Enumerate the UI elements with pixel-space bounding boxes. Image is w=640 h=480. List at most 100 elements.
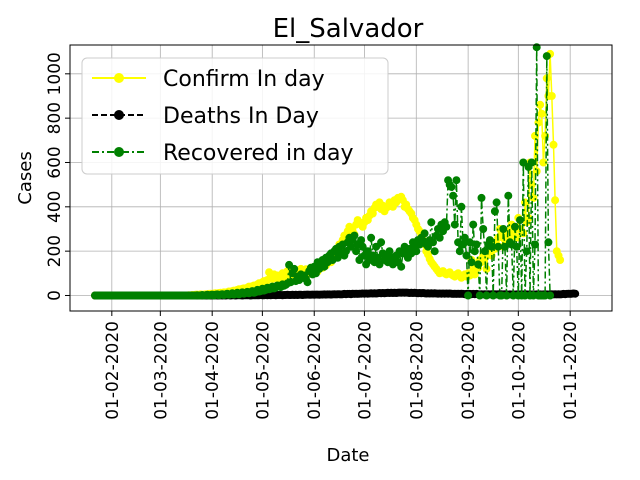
data-point	[571, 289, 580, 298]
data-point	[470, 270, 479, 279]
y-tick-label: 400	[45, 191, 65, 223]
data-point	[536, 100, 545, 109]
x-axis-label: Date	[326, 445, 369, 466]
data-point	[449, 191, 458, 200]
series-layer	[91, 43, 580, 300]
data-point	[527, 180, 536, 189]
data-point	[494, 242, 503, 251]
data-point	[480, 247, 489, 256]
legend: Confirm In day Deaths In Day Recovered in …	[81, 57, 389, 175]
data-point	[350, 231, 359, 240]
x-tick-label: 01-08-2020	[407, 321, 427, 420]
data-point	[504, 191, 513, 200]
data-point	[477, 193, 486, 202]
x-tick-label: 01-09-2020	[459, 321, 479, 420]
x-tick-label: 01-10-2020	[509, 321, 529, 420]
data-point	[435, 233, 444, 242]
data-point	[442, 222, 451, 231]
data-point	[499, 225, 508, 233]
data-point	[479, 225, 488, 233]
data-point	[367, 233, 376, 242]
data-point	[531, 240, 539, 249]
y-tick-label: 1000	[45, 52, 65, 95]
x-tick-label: 01-04-2020	[203, 321, 223, 420]
data-point	[489, 291, 498, 300]
data-point	[502, 291, 511, 300]
data-point	[482, 291, 491, 300]
data-point	[357, 236, 366, 245]
chart-title: El_Salvador	[273, 14, 424, 44]
data-point	[452, 176, 461, 185]
data-point	[412, 247, 421, 256]
data-point	[429, 238, 437, 247]
legend-entries: Confirm In day Deaths In Day Recovered in …	[92, 67, 354, 166]
data-point	[547, 92, 556, 100]
x-tick-label: 01-07-2020	[355, 321, 375, 420]
data-point	[532, 167, 541, 176]
data-point	[465, 238, 474, 247]
data-point	[482, 264, 491, 273]
data-point	[450, 220, 459, 229]
legend-label: Confirm In day	[163, 67, 325, 92]
data-point	[455, 247, 464, 256]
data-point	[459, 240, 468, 249]
data-point	[549, 140, 558, 149]
x-tick-label: 01-05-2020	[253, 321, 273, 420]
data-point	[542, 52, 551, 61]
x-tick-label: 01-03-2020	[151, 321, 171, 420]
y-tick-label: 600	[45, 146, 65, 178]
data-point	[290, 264, 299, 273]
data-point	[472, 240, 481, 249]
y-tick-label: 200	[45, 235, 65, 267]
series-3	[91, 43, 555, 300]
data-point	[551, 196, 560, 205]
x-tick-label: 01-02-2020	[103, 321, 123, 420]
data-point	[490, 207, 499, 216]
data-point	[539, 158, 548, 167]
data-point	[397, 262, 406, 271]
data-point	[474, 260, 483, 269]
data-point	[487, 242, 496, 251]
legend-marker	[114, 73, 124, 83]
y-axis-label: Cases	[15, 151, 36, 204]
legend-marker	[114, 110, 124, 120]
x-axis-ticks: 01-02-2020 01-03-2020 01-04-2020 01-05-2020…	[103, 311, 581, 420]
data-point	[546, 291, 555, 300]
legend-label: Deaths In Day	[163, 104, 319, 129]
data-point	[462, 251, 471, 260]
data-point	[430, 247, 439, 256]
data-point	[511, 222, 519, 231]
data-point	[464, 291, 473, 300]
data-point	[475, 291, 484, 300]
plot-area	[69, 43, 613, 312]
data-point	[385, 247, 394, 256]
data-point	[377, 238, 386, 247]
data-point	[544, 238, 553, 247]
data-point	[532, 43, 541, 52]
x-tick-label: 01-11-2020	[561, 321, 581, 420]
data-point	[556, 256, 565, 264]
y-tick-label: 800	[45, 102, 65, 134]
data-point	[522, 247, 531, 256]
data-point	[427, 218, 436, 227]
data-point	[485, 236, 494, 245]
data-point	[467, 258, 476, 267]
legend-marker	[114, 147, 124, 157]
data-point	[512, 242, 521, 251]
legend-box	[81, 57, 389, 175]
x-tick-label: 01-06-2020	[305, 321, 325, 420]
axes-frame	[69, 44, 613, 312]
data-point	[527, 158, 536, 167]
data-point	[492, 198, 501, 207]
data-point	[470, 247, 479, 256]
data-point	[447, 182, 456, 191]
y-tick-label: 0	[45, 290, 65, 301]
data-point	[531, 131, 539, 140]
data-point	[519, 229, 528, 238]
data-point	[352, 247, 361, 256]
y-axis-ticks: 0 200 400 600 800 1000	[45, 52, 70, 301]
legend-label: Recovered in day	[163, 141, 354, 166]
data-point	[420, 229, 429, 238]
data-point	[303, 278, 312, 287]
